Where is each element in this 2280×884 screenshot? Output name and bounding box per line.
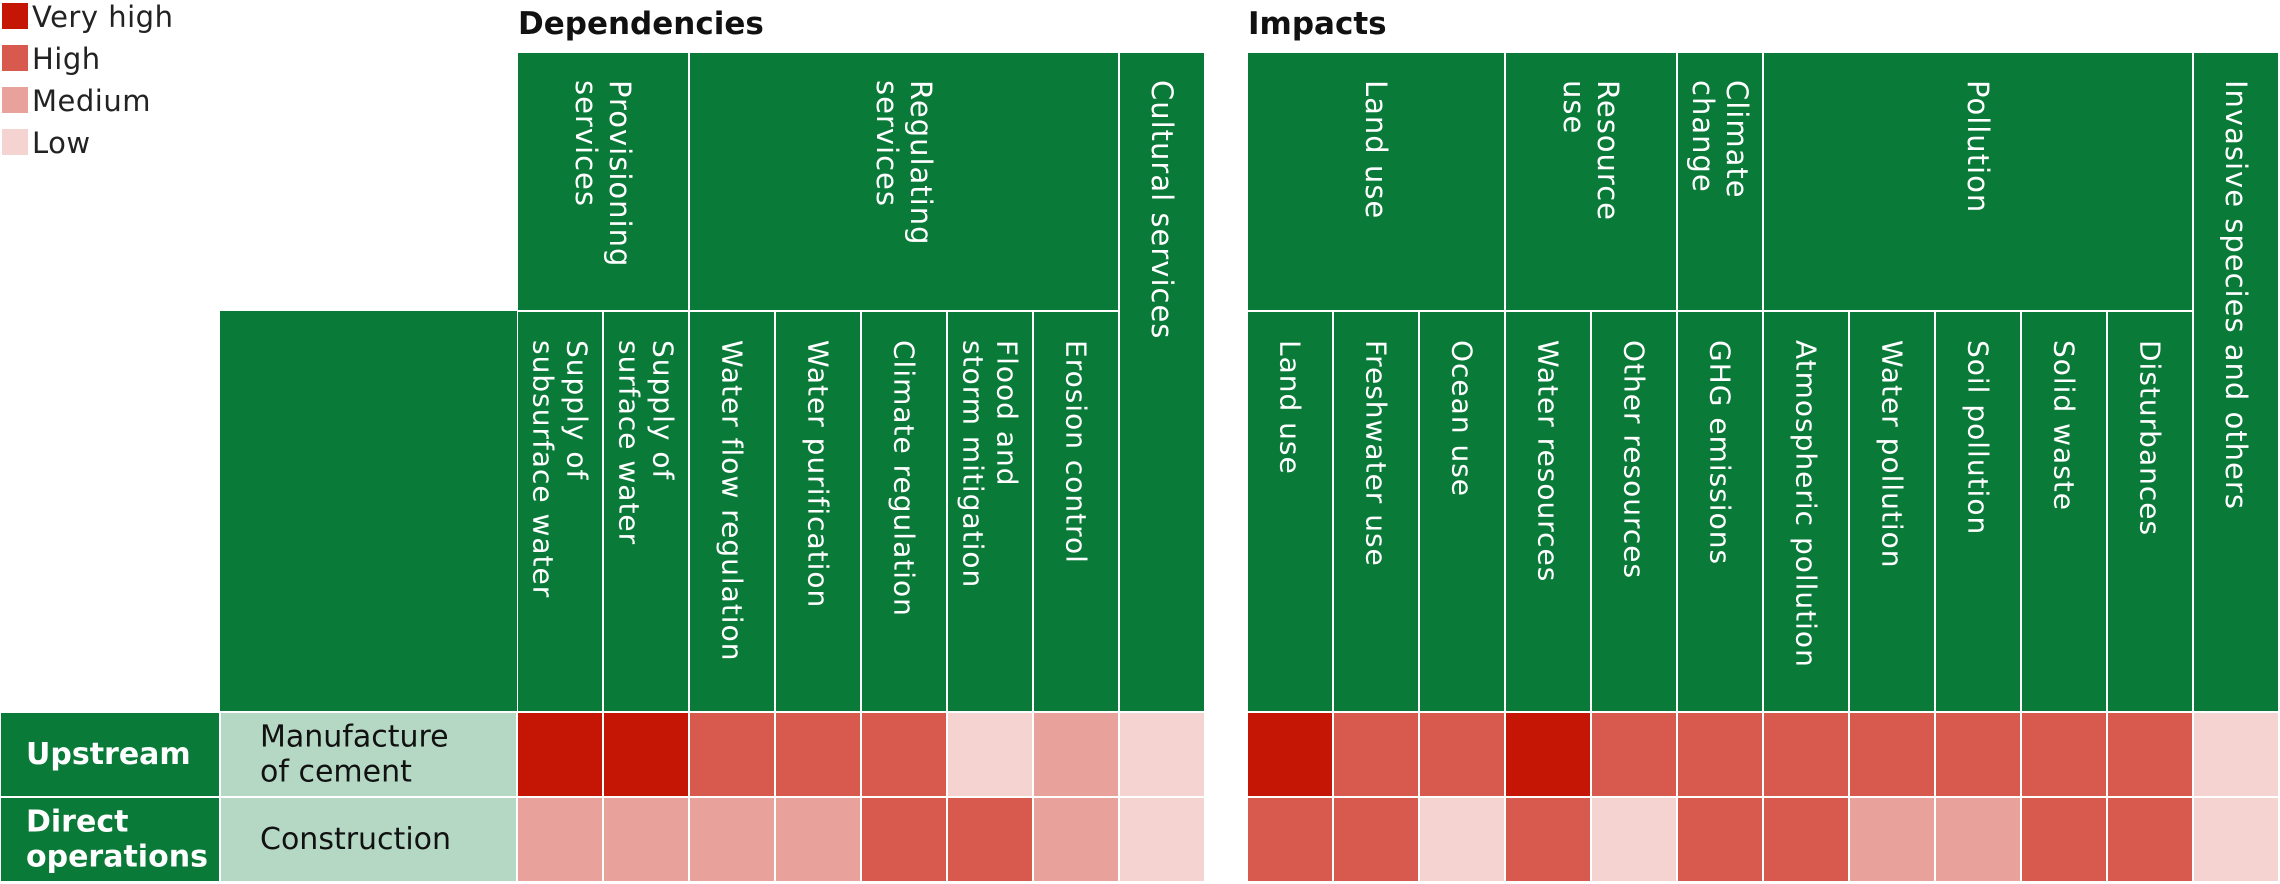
legend-label: Very high	[32, 0, 173, 34]
column-label: Disturbances	[2134, 340, 2167, 536]
column-label: surface water	[613, 340, 646, 545]
group-label: Cultural services	[1145, 80, 1179, 339]
stage-label: Direct	[26, 805, 128, 840]
legend-label: Medium	[32, 84, 151, 118]
column-label: Erosion control	[1060, 340, 1093, 564]
group-label: Resource	[1591, 80, 1625, 221]
heat-cell	[1676, 711, 1764, 798]
heat-cell	[1032, 711, 1120, 798]
heat-cell	[1504, 711, 1592, 798]
column-label: Land use	[1274, 340, 1307, 475]
column-label: GHG emissions	[1704, 340, 1737, 565]
heat-cell	[860, 796, 948, 883]
activity-label: of cement	[260, 755, 412, 790]
section-title: Dependencies	[518, 6, 764, 42]
group-label: change	[1686, 80, 1720, 193]
heat-cell	[1504, 796, 1592, 883]
section-impacts: Impacts Land use Land use Freshwater use Oce…	[1246, 6, 2280, 883]
heat-cell	[1676, 796, 1764, 883]
section-title: Impacts	[1248, 6, 1387, 42]
heat-cell	[1848, 711, 1936, 798]
heat-cell	[1118, 796, 1206, 883]
column-label: Solid waste	[2048, 340, 2081, 511]
legend: Very high High Medium Low	[2, 0, 173, 160]
heat-cell	[516, 711, 604, 798]
column-label: Flood and	[991, 340, 1024, 487]
heat-cell	[1332, 711, 1420, 798]
row-header-corner	[220, 311, 517, 712]
column-label: Climate regulation	[888, 340, 921, 617]
heat-cell	[1032, 796, 1120, 883]
heat-cell	[1418, 796, 1506, 883]
group-label: Climate	[1720, 80, 1754, 199]
heat-cell	[774, 796, 862, 883]
column-label: subsurface water	[527, 340, 560, 598]
column-label: Other resources	[1618, 340, 1651, 579]
heat-cell	[1418, 711, 1506, 798]
column-label: Freshwater use	[1360, 340, 1393, 567]
heat-cell	[2106, 796, 2194, 883]
heat-cell	[1332, 796, 1420, 883]
heat-cell	[1762, 796, 1850, 883]
legend-swatch	[2, 87, 28, 113]
column-label: Water flow regulation	[716, 340, 749, 661]
heat-cell	[1848, 796, 1936, 883]
heat-cell	[2020, 796, 2108, 883]
heat-cell	[1590, 711, 1678, 798]
column-label: storm mitigation	[957, 340, 990, 588]
heat-cell	[1762, 711, 1850, 798]
group-label: services	[870, 80, 904, 207]
column-label: Water purification	[802, 340, 835, 608]
heat-cell	[1934, 796, 2022, 883]
column-label: Ocean use	[1446, 340, 1479, 497]
heat-cell	[1246, 711, 1334, 798]
column-label: Supply of	[647, 340, 680, 480]
group-label: use	[1557, 80, 1591, 134]
heat-cell	[2106, 711, 2194, 798]
group-label: Provisioning	[603, 80, 637, 267]
heat-cell	[860, 711, 948, 798]
column-label: Water pollution	[1876, 340, 1909, 569]
stage-label: operations	[26, 840, 208, 875]
group-label: Land use	[1359, 80, 1393, 219]
heat-cell	[2020, 711, 2108, 798]
heat-cell	[602, 711, 690, 798]
activity-cell	[219, 796, 518, 883]
heat-cell	[1590, 796, 1678, 883]
activity-label: Construction	[260, 822, 451, 857]
heat-cell	[1118, 711, 1206, 798]
group-label: Pollution	[1961, 80, 1995, 213]
heat-cell	[946, 711, 1034, 798]
heat-cell	[688, 711, 776, 798]
column-label: Soil pollution	[1962, 340, 1995, 535]
heat-cell	[1246, 796, 1334, 883]
group-label: Regulating	[904, 80, 938, 246]
group-label: services	[569, 80, 603, 207]
heat-cell	[1934, 711, 2022, 798]
legend-label: High	[32, 42, 101, 76]
heat-cell	[2192, 711, 2280, 798]
column-label: Supply of	[561, 340, 594, 480]
heat-cell	[946, 796, 1034, 883]
heat-cell	[516, 796, 604, 883]
column-label: Atmospheric pollution	[1790, 340, 1823, 668]
stage-label: Upstream	[26, 737, 191, 772]
legend-swatch	[2, 45, 28, 71]
heat-cell	[774, 711, 862, 798]
column-label: Water resources	[1532, 340, 1565, 582]
legend-swatch	[2, 129, 28, 155]
activity-cell	[219, 711, 518, 798]
heat-cell	[2192, 796, 2280, 883]
heat-cell	[602, 796, 690, 883]
heat-cell	[688, 796, 776, 883]
group-label: Invasive species and others	[2219, 80, 2253, 510]
activity-label: Manufacture	[260, 720, 449, 755]
legend-swatch	[2, 3, 28, 29]
legend-label: Low	[32, 126, 91, 160]
